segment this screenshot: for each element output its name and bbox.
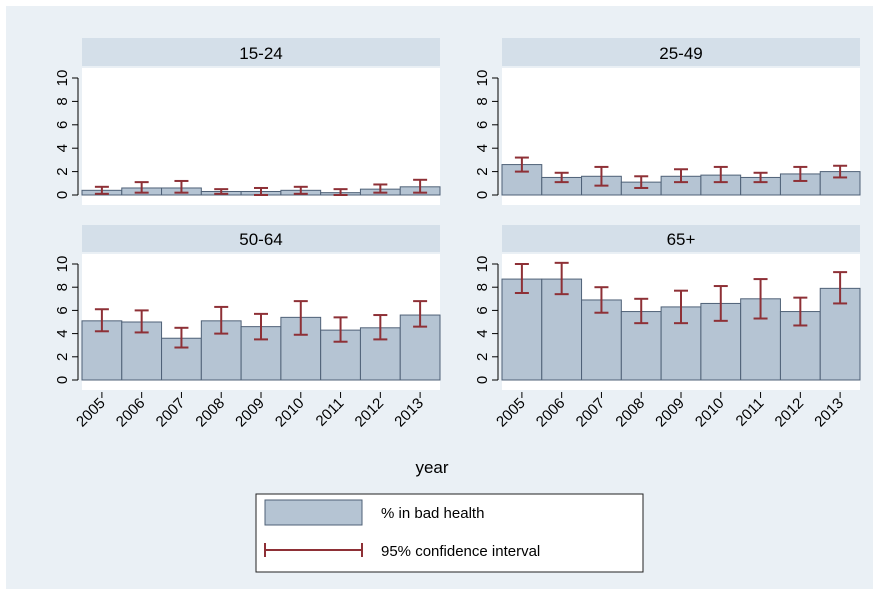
error-bar (833, 271, 848, 305)
error-bar (554, 171, 569, 184)
error-bar (514, 156, 529, 173)
legend-label: % in bad health (381, 505, 484, 522)
bar (620, 311, 662, 381)
error-bar (713, 165, 728, 184)
y-tick-label: 8 (474, 283, 491, 291)
error-bar (413, 300, 428, 328)
error-bar (293, 185, 308, 195)
error-bar (634, 175, 649, 189)
error-bar (134, 181, 149, 194)
error-bar (793, 165, 808, 182)
panel-title: 25-49 (659, 44, 702, 63)
y-tick-label: 0 (474, 191, 491, 199)
error-bar (514, 263, 529, 294)
error-bar (94, 308, 109, 333)
error-bar (833, 164, 848, 179)
y-tick-label: 10 (474, 70, 491, 87)
error-bar (413, 178, 428, 194)
error-bar (174, 179, 189, 194)
y-tick-label: 4 (54, 144, 71, 152)
y-tick-label: 0 (54, 376, 71, 384)
error-bar (174, 326, 189, 349)
y-tick-label: 8 (54, 283, 71, 291)
y-tick-label: 10 (54, 256, 71, 273)
error-bar (94, 185, 109, 195)
error-bar (134, 309, 149, 334)
error-bar (594, 165, 609, 187)
error-bar (713, 285, 728, 322)
y-tick-label: 6 (474, 306, 491, 314)
bar (501, 278, 543, 381)
error-bar (753, 171, 768, 184)
x-axis-label: year (415, 458, 448, 477)
panel-title: 65+ (667, 230, 696, 249)
legend-swatch (264, 499, 363, 526)
error-bar (293, 300, 308, 336)
y-tick-label: 2 (54, 167, 71, 175)
panel: 25-49 0 2 4 6 8 10 (474, 38, 861, 205)
panel-title: 50-64 (239, 230, 282, 249)
panel-title: 15-24 (239, 44, 282, 63)
error-bar (254, 312, 268, 341)
error-bar (373, 314, 388, 341)
y-tick-label: 10 (54, 70, 71, 87)
y-tick-label: 2 (474, 167, 491, 175)
error-bar (333, 316, 348, 343)
error-bar (554, 261, 569, 296)
y-tick-label: 0 (54, 191, 71, 199)
panel-header (502, 225, 860, 252)
y-tick-label: 4 (474, 329, 491, 337)
y-tick-label: 8 (474, 97, 491, 105)
y-tick-label: 6 (54, 306, 71, 314)
error-bar (254, 186, 268, 196)
error-bar (674, 289, 688, 325)
panel-header (502, 38, 860, 66)
error-bar (333, 188, 348, 196)
panel: 15-24 0 2 4 6 8 10 (54, 38, 441, 205)
error-bar (674, 168, 688, 184)
y-tick-label: 4 (474, 144, 491, 152)
y-tick-label: 6 (474, 121, 491, 129)
error-bar (214, 188, 229, 195)
legend-label: 95% confidence interval (381, 543, 540, 560)
panel-header (82, 38, 440, 66)
y-tick-label: 2 (54, 353, 71, 361)
error-bar (214, 305, 229, 335)
error-bar (753, 278, 768, 320)
error-bar (793, 296, 808, 327)
y-tick-label: 2 (474, 353, 491, 361)
y-tick-label: 6 (54, 121, 71, 129)
error-bar (594, 286, 609, 314)
y-tick-label: 8 (54, 97, 71, 105)
y-tick-label: 10 (474, 256, 491, 273)
error-bar (634, 297, 649, 325)
y-tick-label: 0 (474, 376, 491, 384)
legend-interval-symbol (264, 543, 363, 557)
panel-header (82, 225, 440, 252)
error-bar (373, 183, 388, 194)
y-tick-label: 4 (54, 329, 71, 337)
